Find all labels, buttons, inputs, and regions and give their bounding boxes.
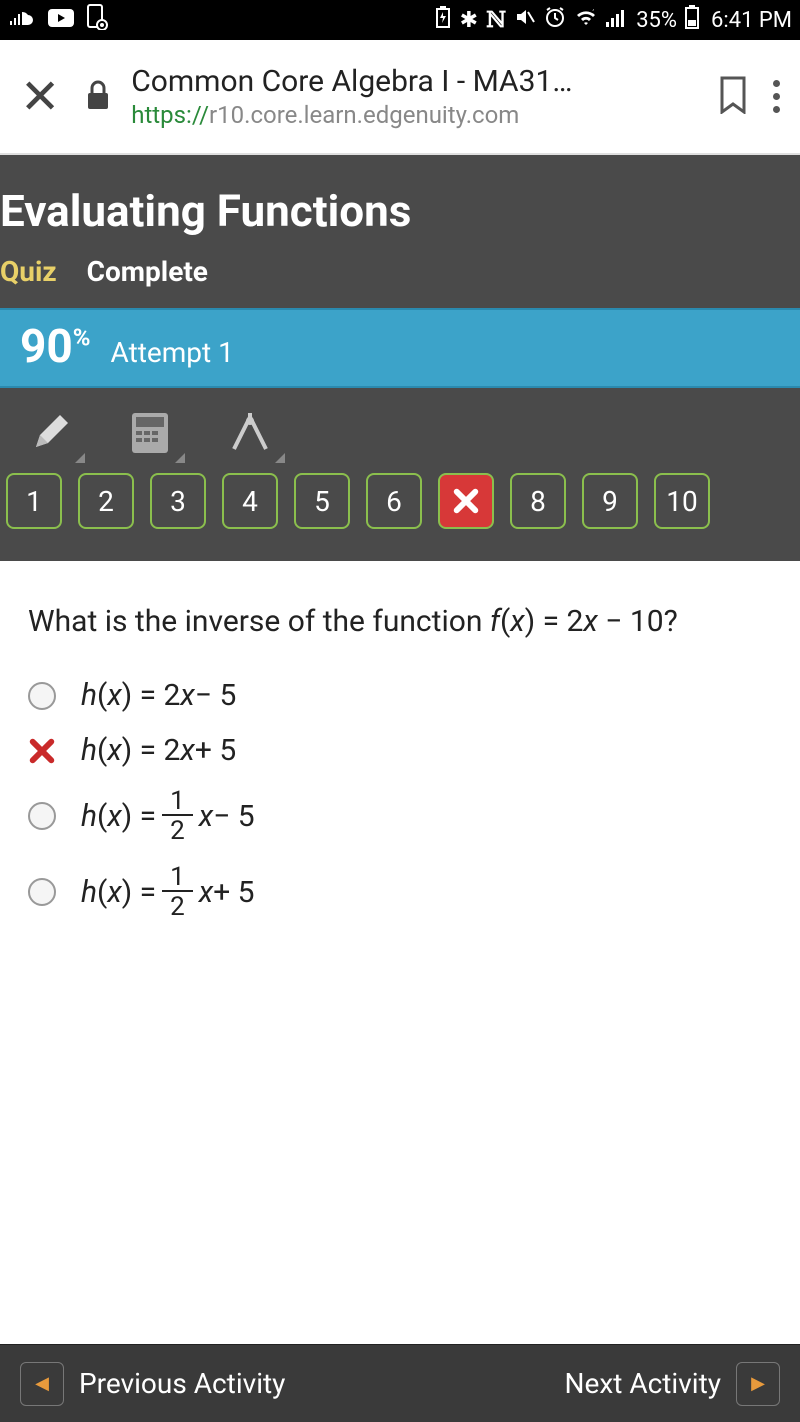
quiz-header: Evaluating Functions Quiz Complete	[0, 155, 800, 308]
quiz-label: Quiz	[0, 255, 57, 288]
question-10[interactable]: 10	[654, 473, 710, 529]
question-text: What is the inverse of the function f(x)…	[28, 601, 772, 643]
score-percent: 90%	[20, 320, 91, 374]
question-9[interactable]: 9	[582, 473, 638, 529]
lock-icon	[85, 79, 111, 115]
page-title: Common Core Algebra I - MA31…	[131, 64, 698, 99]
bottom-nav: ◀ Previous Activity Next Activity ▶	[0, 1344, 800, 1422]
soundcloud-icon	[8, 8, 36, 33]
question-7-wrong[interactable]	[438, 473, 494, 529]
question-4[interactable]: 4	[222, 473, 278, 529]
options-list: h(x) = 2x − 5 h(x) = 2x + 5 h(x) = 12x −…	[28, 678, 772, 920]
bluetooth-icon: ✱	[460, 8, 478, 33]
wifi-icon	[574, 7, 598, 33]
calculator-tool[interactable]	[120, 408, 180, 458]
battery-icon	[685, 5, 699, 35]
pencil-tool[interactable]	[20, 408, 80, 458]
attempt-label: Attempt 1	[111, 336, 234, 369]
question-1[interactable]: 1	[6, 473, 62, 529]
alarm-icon	[544, 6, 566, 34]
radio-c[interactable]	[28, 802, 56, 830]
charging-icon	[434, 6, 452, 34]
lesson-title: Evaluating Functions	[0, 185, 800, 237]
option-a[interactable]: h(x) = 2x − 5	[28, 678, 772, 713]
nfc-icon: ℕ	[486, 7, 506, 33]
option-d[interactable]: h(x) = 12x + 5	[28, 864, 772, 920]
url: https://r10.core.learn.edgenuity.com	[131, 101, 698, 129]
device-icon	[86, 4, 108, 36]
clock-time: 6:41 PM	[711, 8, 792, 33]
battery-percent: 35%	[636, 8, 677, 33]
question-nav: 1 2 3 4 5 6 8 9 10	[0, 473, 800, 551]
radio-d[interactable]	[28, 878, 56, 906]
more-menu-icon[interactable]	[773, 80, 780, 113]
next-activity-button[interactable]: Next Activity ▶	[565, 1362, 781, 1406]
status-label: Complete	[87, 255, 208, 288]
question-2[interactable]: 2	[78, 473, 134, 529]
question-6[interactable]: 6	[366, 473, 422, 529]
tools-bar: 1 2 3 4 5 6 8 9 10	[0, 388, 800, 561]
question-5[interactable]: 5	[294, 473, 350, 529]
wrong-x-icon	[28, 737, 56, 765]
radio-a[interactable]	[28, 682, 56, 710]
option-c[interactable]: h(x) = 12x − 5	[28, 788, 772, 844]
close-button[interactable]: ✕	[20, 68, 60, 125]
mute-icon	[514, 6, 536, 34]
browser-bar: ✕ Common Core Algebra I - MA31… https://…	[0, 40, 800, 155]
question-3[interactable]: 3	[150, 473, 206, 529]
youtube-icon	[48, 8, 74, 33]
previous-activity-button[interactable]: ◀ Previous Activity	[20, 1362, 285, 1406]
bookmark-icon[interactable]	[718, 76, 748, 118]
question-8[interactable]: 8	[510, 473, 566, 529]
score-bar: 90% Attempt 1	[0, 308, 800, 388]
compass-tool[interactable]	[220, 408, 280, 458]
question-content: What is the inverse of the function f(x)…	[0, 561, 800, 960]
signal-icon	[606, 7, 628, 33]
status-bar: ✱ ℕ 35% 6:41 PM	[0, 0, 800, 40]
option-b[interactable]: h(x) = 2x + 5	[28, 733, 772, 768]
